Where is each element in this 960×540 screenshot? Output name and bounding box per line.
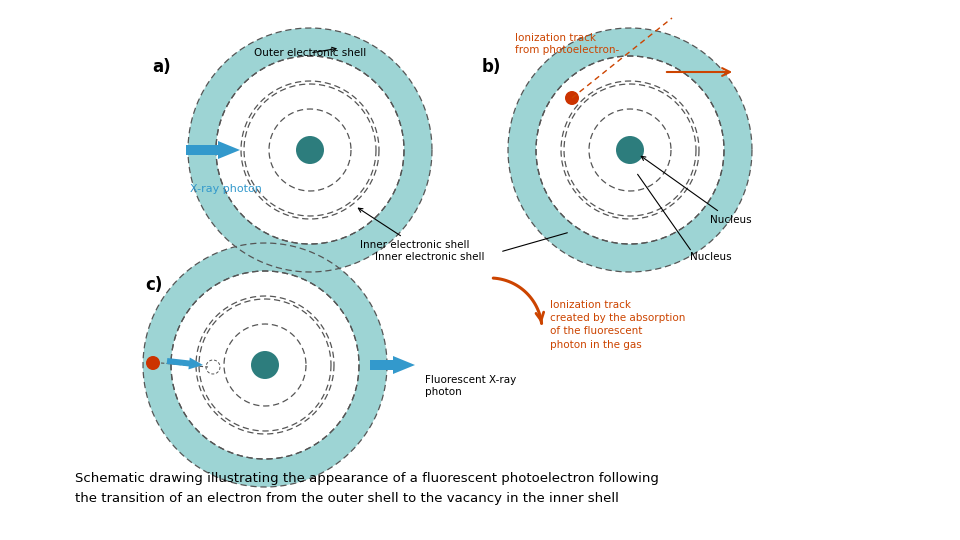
Text: Ionization track
from photoelectron-: Ionization track from photoelectron- bbox=[515, 33, 619, 55]
Circle shape bbox=[171, 271, 359, 459]
Circle shape bbox=[206, 360, 220, 374]
Circle shape bbox=[536, 56, 724, 244]
Circle shape bbox=[216, 56, 404, 244]
Circle shape bbox=[269, 109, 351, 191]
FancyArrow shape bbox=[370, 356, 415, 374]
FancyArrow shape bbox=[186, 141, 240, 159]
Text: Schematic drawing illustrating the appearance of a fluorescent photoelectron fol: Schematic drawing illustrating the appea… bbox=[75, 472, 659, 485]
Circle shape bbox=[143, 243, 387, 487]
Circle shape bbox=[188, 28, 432, 272]
Circle shape bbox=[508, 28, 752, 272]
Circle shape bbox=[199, 299, 331, 431]
Circle shape bbox=[216, 56, 404, 244]
Circle shape bbox=[589, 109, 671, 191]
Text: Fluorescent X-ray
photon: Fluorescent X-ray photon bbox=[425, 375, 516, 396]
Circle shape bbox=[536, 56, 724, 244]
Circle shape bbox=[564, 84, 696, 216]
Circle shape bbox=[244, 84, 376, 216]
Text: Nucleus: Nucleus bbox=[641, 156, 752, 225]
Text: a): a) bbox=[152, 58, 171, 76]
Text: Nucleus: Nucleus bbox=[690, 252, 732, 262]
Circle shape bbox=[171, 271, 359, 459]
Text: X-ray photon: X-ray photon bbox=[190, 184, 262, 194]
Text: Outer electronic shell: Outer electronic shell bbox=[253, 48, 366, 58]
Text: Inner electronic shell: Inner electronic shell bbox=[358, 208, 469, 250]
Circle shape bbox=[616, 136, 644, 164]
FancyArrow shape bbox=[167, 357, 203, 369]
Circle shape bbox=[224, 324, 306, 406]
Circle shape bbox=[251, 351, 279, 379]
Circle shape bbox=[296, 136, 324, 164]
Circle shape bbox=[196, 296, 334, 434]
Circle shape bbox=[146, 356, 160, 370]
Text: the transition of an electron from the outer shell to the vacancy in the inner s: the transition of an electron from the o… bbox=[75, 492, 619, 505]
Circle shape bbox=[241, 81, 379, 219]
Circle shape bbox=[565, 91, 579, 105]
Text: Ionization track
created by the absorption
of the fluorescent
photon in the gas: Ionization track created by the absorpti… bbox=[550, 300, 685, 349]
Text: Inner electronic shell: Inner electronic shell bbox=[375, 252, 485, 262]
Text: b): b) bbox=[482, 58, 501, 76]
Text: c): c) bbox=[145, 276, 162, 294]
Circle shape bbox=[561, 81, 699, 219]
